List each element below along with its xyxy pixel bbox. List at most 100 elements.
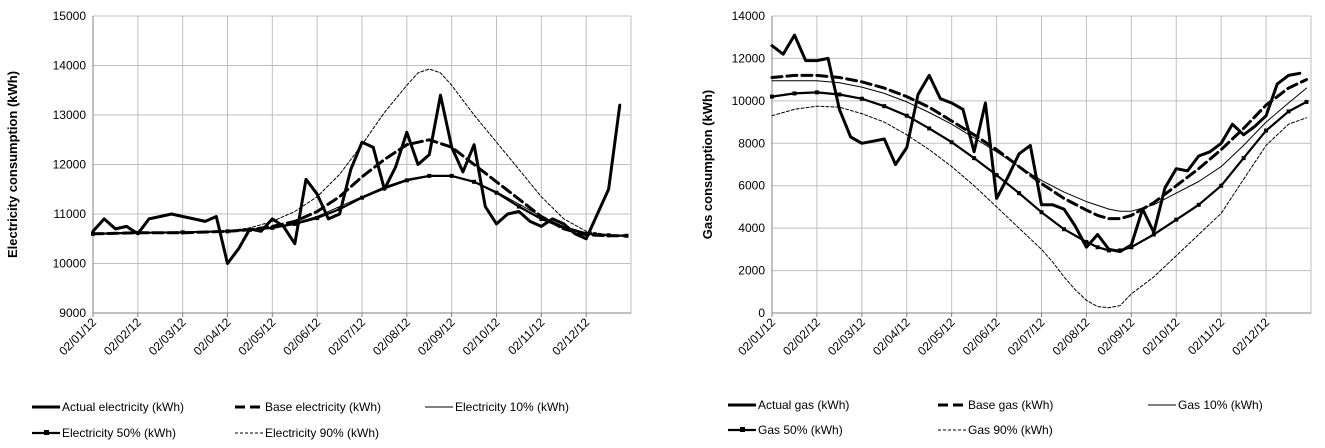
series-line-1 bbox=[770, 73, 1308, 221]
series-marker bbox=[225, 229, 230, 234]
series-marker bbox=[1129, 245, 1134, 250]
series-line-2 bbox=[92, 174, 627, 236]
series-marker bbox=[994, 173, 999, 178]
series-marker bbox=[561, 225, 566, 230]
series-marker bbox=[904, 113, 909, 118]
series-marker bbox=[270, 225, 275, 230]
x-tick-label: 02/01/12 bbox=[735, 315, 778, 358]
y-tick-label: 0 bbox=[758, 306, 765, 320]
y-tick-label: 8000 bbox=[738, 136, 765, 150]
series-marker bbox=[949, 140, 954, 145]
x-tick-label: 02/06/12 bbox=[280, 315, 323, 358]
x-tick-label: 02/03/12 bbox=[825, 315, 868, 358]
series-marker bbox=[1084, 239, 1089, 244]
x-tick-label: 02/12/12 bbox=[1229, 315, 1272, 358]
y-tick-label: 6000 bbox=[738, 179, 765, 193]
series-marker bbox=[360, 195, 364, 200]
x-tick-label: 02/02/12 bbox=[101, 315, 144, 358]
y-tick-label: 10000 bbox=[53, 257, 87, 271]
x-tick-label: 02/09/12 bbox=[1095, 315, 1138, 358]
series-marker bbox=[1095, 245, 1100, 250]
legend-marker bbox=[740, 427, 745, 432]
series-marker bbox=[584, 231, 589, 236]
y-tick-label: 15000 bbox=[53, 9, 87, 23]
series-marker bbox=[337, 207, 342, 212]
series-marker bbox=[1061, 227, 1066, 232]
x-tick-label: 02/04/12 bbox=[191, 315, 234, 358]
series-marker bbox=[1286, 109, 1291, 114]
series-marker bbox=[427, 173, 432, 178]
x-tick-label: 02/12/12 bbox=[549, 315, 592, 358]
x-tick-label: 02/10/12 bbox=[1139, 315, 1182, 358]
series-marker bbox=[539, 216, 544, 221]
legend-label: Gas 10% (kWh) bbox=[1178, 398, 1263, 412]
y-axis-title: Electricity consumption (kWh) bbox=[5, 71, 20, 258]
y-tick-label: 13000 bbox=[53, 108, 87, 122]
series-marker bbox=[315, 215, 320, 220]
x-tick-label: 02/09/12 bbox=[415, 315, 458, 358]
series-marker bbox=[472, 179, 477, 184]
y-axis-title: Gas consumption (kWh) bbox=[700, 90, 715, 240]
series-marker bbox=[247, 227, 252, 232]
series-marker bbox=[1196, 202, 1201, 207]
series-marker bbox=[972, 156, 977, 161]
series-marker bbox=[1151, 232, 1156, 237]
x-tick-label: 02/11/12 bbox=[505, 315, 548, 358]
series-line-4 bbox=[771, 105, 1307, 309]
series-marker bbox=[1219, 183, 1224, 188]
x-tick-label: 02/06/12 bbox=[960, 315, 1003, 358]
x-tick-label: 02/10/12 bbox=[460, 315, 503, 358]
x-tick-label: 02/11/12 bbox=[1185, 315, 1228, 358]
series-marker bbox=[494, 190, 499, 195]
y-tick-label: 2000 bbox=[738, 264, 765, 278]
series-marker bbox=[1174, 217, 1179, 222]
legend-marker bbox=[44, 430, 49, 435]
series-marker bbox=[449, 173, 454, 178]
x-tick-label: 02/08/12 bbox=[370, 315, 413, 358]
series-line-4 bbox=[92, 68, 627, 237]
series-line-3 bbox=[770, 91, 1308, 252]
legend-label: Actual electricity (kWh) bbox=[62, 400, 184, 414]
y-tick-label: 11000 bbox=[54, 207, 87, 221]
x-tick-label: 02/01/12 bbox=[56, 315, 99, 358]
series-marker bbox=[814, 90, 819, 95]
x-tick-label: 02/05/12 bbox=[915, 315, 958, 358]
x-tick-label: 02/02/12 bbox=[780, 315, 823, 358]
series-marker bbox=[859, 96, 864, 101]
x-tick-label: 02/04/12 bbox=[870, 315, 913, 358]
legend-label: Actual gas (kWh) bbox=[758, 398, 849, 412]
x-tick-label: 02/08/12 bbox=[1050, 315, 1093, 358]
y-tick-label: 14000 bbox=[732, 9, 766, 23]
series-marker bbox=[1118, 248, 1123, 253]
x-tick-label: 02/07/12 bbox=[325, 315, 368, 358]
gas-chart: 0 2000 4000 6000 8000 10000 12000 14000 02/01/12… bbox=[700, 9, 1312, 437]
series-marker bbox=[927, 126, 932, 131]
series-marker bbox=[882, 104, 887, 109]
x-tick-label: 02/07/12 bbox=[1005, 315, 1048, 358]
legend-label: Electricity 90% (kWh) bbox=[265, 426, 379, 440]
series-line-0 bbox=[91, 93, 622, 265]
x-tick-label: 02/03/12 bbox=[146, 315, 189, 358]
series-line-3 bbox=[91, 174, 628, 237]
y-tick-label: 10000 bbox=[732, 94, 766, 108]
series-marker bbox=[837, 92, 842, 97]
series-marker bbox=[1304, 99, 1309, 104]
series-marker bbox=[382, 186, 387, 191]
legend-label: Base electricity (kWh) bbox=[265, 400, 381, 414]
series-marker bbox=[1264, 128, 1269, 133]
series-marker bbox=[1039, 210, 1044, 215]
series-marker bbox=[516, 204, 521, 209]
y-tick-label: 4000 bbox=[738, 221, 765, 235]
legend-label: Electricity 10% (kWh) bbox=[455, 400, 569, 414]
series-marker bbox=[404, 178, 409, 183]
legend-label: Base gas (kWh) bbox=[968, 398, 1053, 412]
series-marker bbox=[1106, 248, 1111, 253]
y-tick-label: 9000 bbox=[59, 306, 86, 320]
electricity-chart: 9000 10000 11000 12000 13000 14000 15000 02/01/… bbox=[5, 9, 632, 440]
series-marker bbox=[1241, 156, 1246, 161]
series-marker bbox=[792, 91, 797, 96]
series-line-2 bbox=[771, 80, 1307, 212]
legend-label: Electricity 50% (kWh) bbox=[62, 426, 176, 440]
legend-label: Gas 50% (kWh) bbox=[758, 423, 843, 437]
